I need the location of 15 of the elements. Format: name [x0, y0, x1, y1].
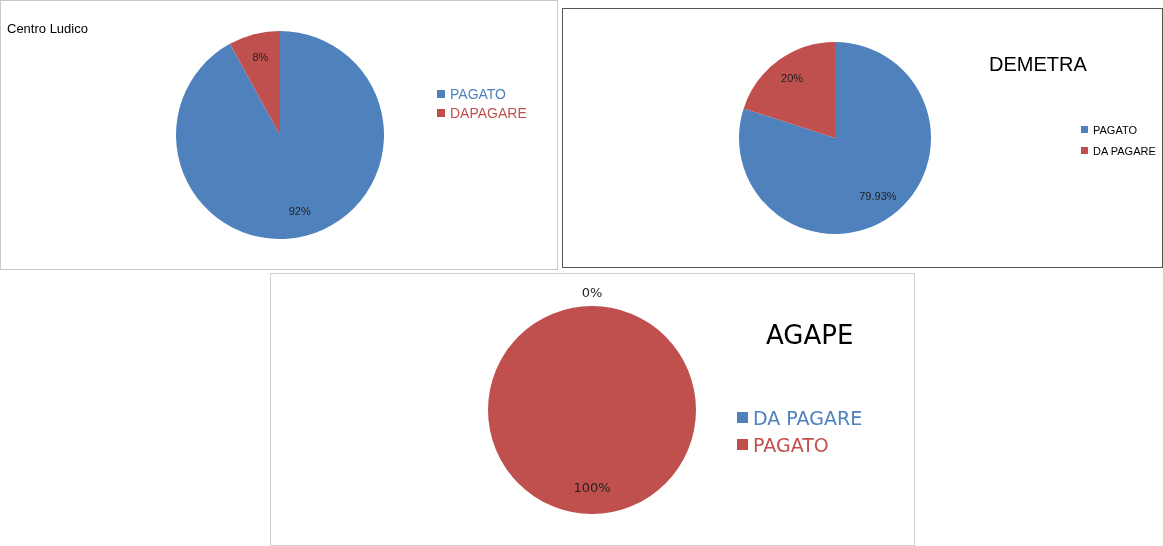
text: 0%	[581, 284, 603, 300]
legend-label: DAPAGARE	[450, 104, 527, 121]
legend-label: PAGATO	[1093, 123, 1138, 136]
data-label: 79.93%	[859, 190, 897, 203]
legend-label: PAGATO	[450, 85, 507, 102]
legend-label: DA PAGARE	[1093, 144, 1156, 157]
legend-label: DA PAGARE	[753, 406, 863, 429]
text: DEMETRA	[989, 53, 1087, 76]
data-label: 92%	[288, 204, 311, 217]
data-label: 20%	[781, 72, 804, 85]
text: AGAPE	[766, 320, 854, 350]
legend-label: PAGATO	[753, 433, 829, 456]
text: Centro Ludico	[7, 21, 88, 36]
data-label: 100%	[573, 480, 611, 496]
data-label: 8%	[252, 51, 269, 64]
